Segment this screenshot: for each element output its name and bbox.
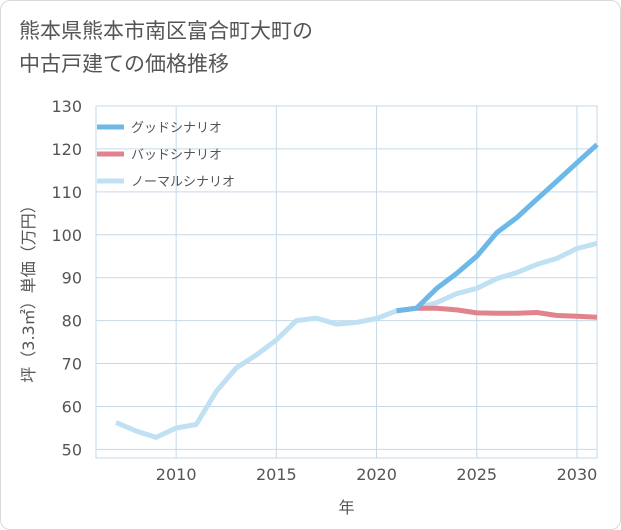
y-tick-label: 120 xyxy=(51,140,82,159)
y-tick-label: 100 xyxy=(51,226,82,245)
chart-title-line-2: 中古戸建ての価格推移 xyxy=(19,52,229,76)
y-tick-labels: 50 60 70 80 90 100 110 120 130 xyxy=(51,97,82,459)
y-tick-label: 50 xyxy=(62,440,82,459)
y-tick-label: 80 xyxy=(62,312,82,331)
x-tick-label: 2020 xyxy=(356,465,397,484)
series-line-1 xyxy=(396,305,598,320)
y-axis-label: 坪（3.3㎡）単価（万円） xyxy=(19,197,38,382)
x-tick-labels: 2010 2015 2020 2025 2030 xyxy=(156,465,598,484)
legend-label: グッドシナリオ xyxy=(131,121,222,136)
y-tick-label: 110 xyxy=(51,183,82,202)
series-line-0 xyxy=(396,142,599,314)
legend-label: ノーマルシナリオ xyxy=(131,175,235,190)
y-tick-label: 70 xyxy=(62,355,82,374)
y-tick-label: 90 xyxy=(62,269,82,288)
x-tick-label: 2015 xyxy=(256,465,297,484)
legend-label: バッドシナリオ xyxy=(131,148,222,163)
y-tick-label: 130 xyxy=(51,97,82,116)
x-tick-label: 2025 xyxy=(456,465,497,484)
series-line-2 xyxy=(115,240,598,440)
chart-title-line-1: 熊本県熊本市南区富合町大町の xyxy=(19,19,313,43)
chart-title: 熊本県熊本市南区富合町大町の 中古戸建ての価格推移 xyxy=(19,15,439,81)
series-lines xyxy=(115,142,599,440)
x-axis-label: 年 xyxy=(338,498,354,517)
plot-area xyxy=(95,105,598,459)
grid-lines xyxy=(96,105,597,458)
y-tick-label: 60 xyxy=(62,397,82,416)
x-tick-label: 2030 xyxy=(557,465,598,484)
x-tick-label: 2010 xyxy=(156,465,197,484)
